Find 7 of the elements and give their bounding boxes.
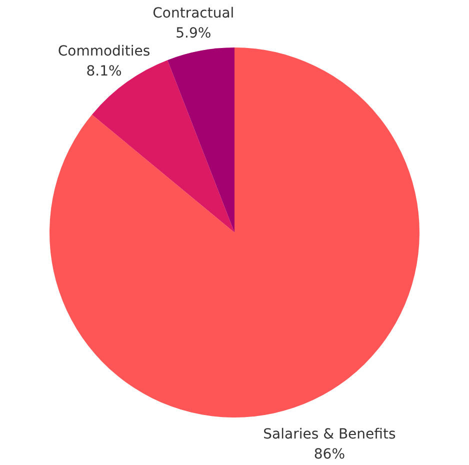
data-label: 5.9% <box>176 25 212 42</box>
slice-label: Commodities <box>58 44 150 60</box>
slice-label: Contractual <box>152 5 234 22</box>
data-label: 86% <box>314 446 346 462</box>
pie-slice <box>167 48 234 232</box>
data-label: 8.1% <box>86 64 122 80</box>
slice-label: Salaries & Benefits <box>263 426 396 442</box>
